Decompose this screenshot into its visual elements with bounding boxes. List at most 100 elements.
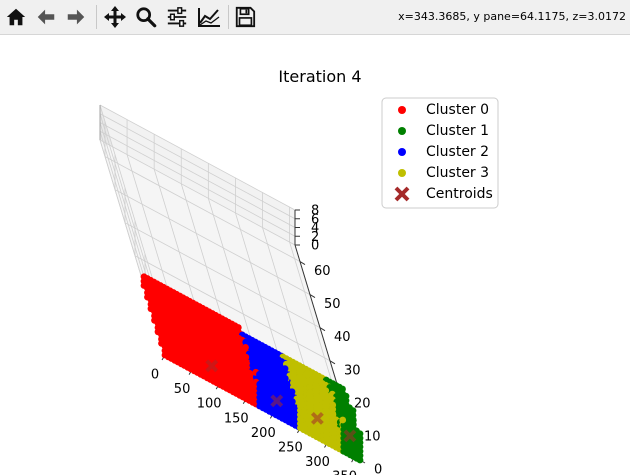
data-point bbox=[265, 365, 273, 373]
data-point bbox=[249, 394, 257, 402]
data-point bbox=[157, 316, 165, 323]
data-point bbox=[356, 456, 364, 464]
data-point bbox=[303, 399, 310, 407]
data-point bbox=[285, 394, 292, 402]
data-point bbox=[272, 392, 280, 400]
data-point bbox=[183, 311, 191, 319]
data-point bbox=[219, 330, 226, 338]
data-point bbox=[150, 289, 158, 297]
data-point bbox=[193, 317, 201, 325]
data-point bbox=[235, 339, 243, 347]
data-point bbox=[300, 412, 307, 419]
data-point bbox=[223, 357, 230, 365]
data-point bbox=[296, 373, 304, 380]
data-point bbox=[164, 306, 171, 314]
data-point bbox=[187, 332, 194, 340]
data-point bbox=[251, 347, 259, 355]
data-point bbox=[333, 407, 341, 414]
data-point bbox=[349, 415, 357, 423]
data-point bbox=[157, 321, 165, 329]
data-point bbox=[236, 383, 244, 390]
data-point bbox=[184, 350, 192, 358]
data-point bbox=[242, 366, 250, 374]
data-point bbox=[275, 408, 283, 416]
data-point bbox=[310, 422, 317, 430]
pan-button[interactable] bbox=[101, 3, 129, 31]
data-point bbox=[147, 300, 155, 308]
data-point bbox=[296, 388, 304, 396]
data-point bbox=[157, 287, 164, 295]
data-point bbox=[261, 343, 269, 351]
data-point bbox=[186, 321, 194, 329]
data-point bbox=[167, 311, 174, 319]
data-point bbox=[261, 358, 269, 365]
data-point bbox=[306, 412, 314, 420]
legend-marker bbox=[398, 148, 406, 156]
configure-subplots-button[interactable] bbox=[163, 3, 191, 31]
data-point bbox=[216, 334, 223, 342]
data-point bbox=[203, 331, 210, 339]
data-point bbox=[193, 336, 201, 344]
data-point bbox=[208, 318, 216, 326]
data-point bbox=[275, 389, 283, 396]
data-point bbox=[275, 390, 283, 397]
data-point bbox=[228, 325, 236, 332]
data-point bbox=[346, 417, 353, 425]
edit-axis-button[interactable] bbox=[195, 3, 223, 31]
data-point bbox=[252, 363, 260, 371]
back-button[interactable] bbox=[32, 3, 60, 31]
zoom-button[interactable] bbox=[132, 3, 160, 31]
data-point bbox=[349, 429, 357, 436]
data-point bbox=[323, 421, 330, 428]
data-point bbox=[336, 416, 344, 424]
data-point bbox=[242, 391, 250, 398]
data-point bbox=[186, 326, 194, 334]
data-point bbox=[340, 411, 347, 419]
data-point bbox=[278, 400, 286, 408]
data-point bbox=[296, 400, 304, 408]
x-tick-label: 150 bbox=[224, 411, 249, 426]
data-point bbox=[176, 302, 184, 310]
data-point bbox=[258, 350, 266, 358]
data-point bbox=[252, 390, 260, 398]
data-point bbox=[183, 335, 191, 343]
data-point bbox=[319, 407, 326, 415]
data-point bbox=[209, 330, 217, 338]
data-point bbox=[329, 395, 337, 403]
save-button[interactable] bbox=[231, 3, 259, 31]
x-gridline bbox=[126, 154, 193, 370]
data-point bbox=[315, 387, 323, 394]
data-point bbox=[258, 370, 266, 378]
data-point bbox=[326, 431, 334, 439]
data-point bbox=[286, 385, 294, 393]
data-point bbox=[160, 303, 168, 311]
data-point bbox=[170, 309, 178, 317]
data-point bbox=[313, 397, 320, 404]
data-point bbox=[186, 331, 194, 339]
data-point bbox=[200, 348, 207, 356]
data-point bbox=[164, 319, 171, 327]
data-point bbox=[200, 359, 208, 367]
data-point bbox=[153, 294, 161, 302]
data-point bbox=[275, 393, 283, 401]
data-point bbox=[343, 435, 351, 443]
data-point bbox=[322, 390, 329, 398]
x-gridline bbox=[289, 241, 355, 458]
data-point bbox=[209, 353, 217, 361]
data-point bbox=[245, 363, 253, 371]
home-button[interactable] bbox=[2, 3, 30, 31]
data-point bbox=[203, 374, 211, 382]
data-point bbox=[319, 426, 327, 434]
data-point bbox=[300, 413, 308, 420]
data-point bbox=[297, 402, 304, 410]
data-point bbox=[305, 380, 313, 388]
data-point bbox=[229, 384, 237, 391]
data-point bbox=[160, 302, 168, 310]
data-point bbox=[335, 383, 343, 391]
data-point bbox=[261, 357, 269, 364]
data-point bbox=[186, 313, 194, 320]
data-point bbox=[272, 384, 280, 391]
forward-button[interactable] bbox=[62, 3, 90, 31]
data-point bbox=[179, 294, 187, 302]
data-point bbox=[306, 378, 313, 386]
